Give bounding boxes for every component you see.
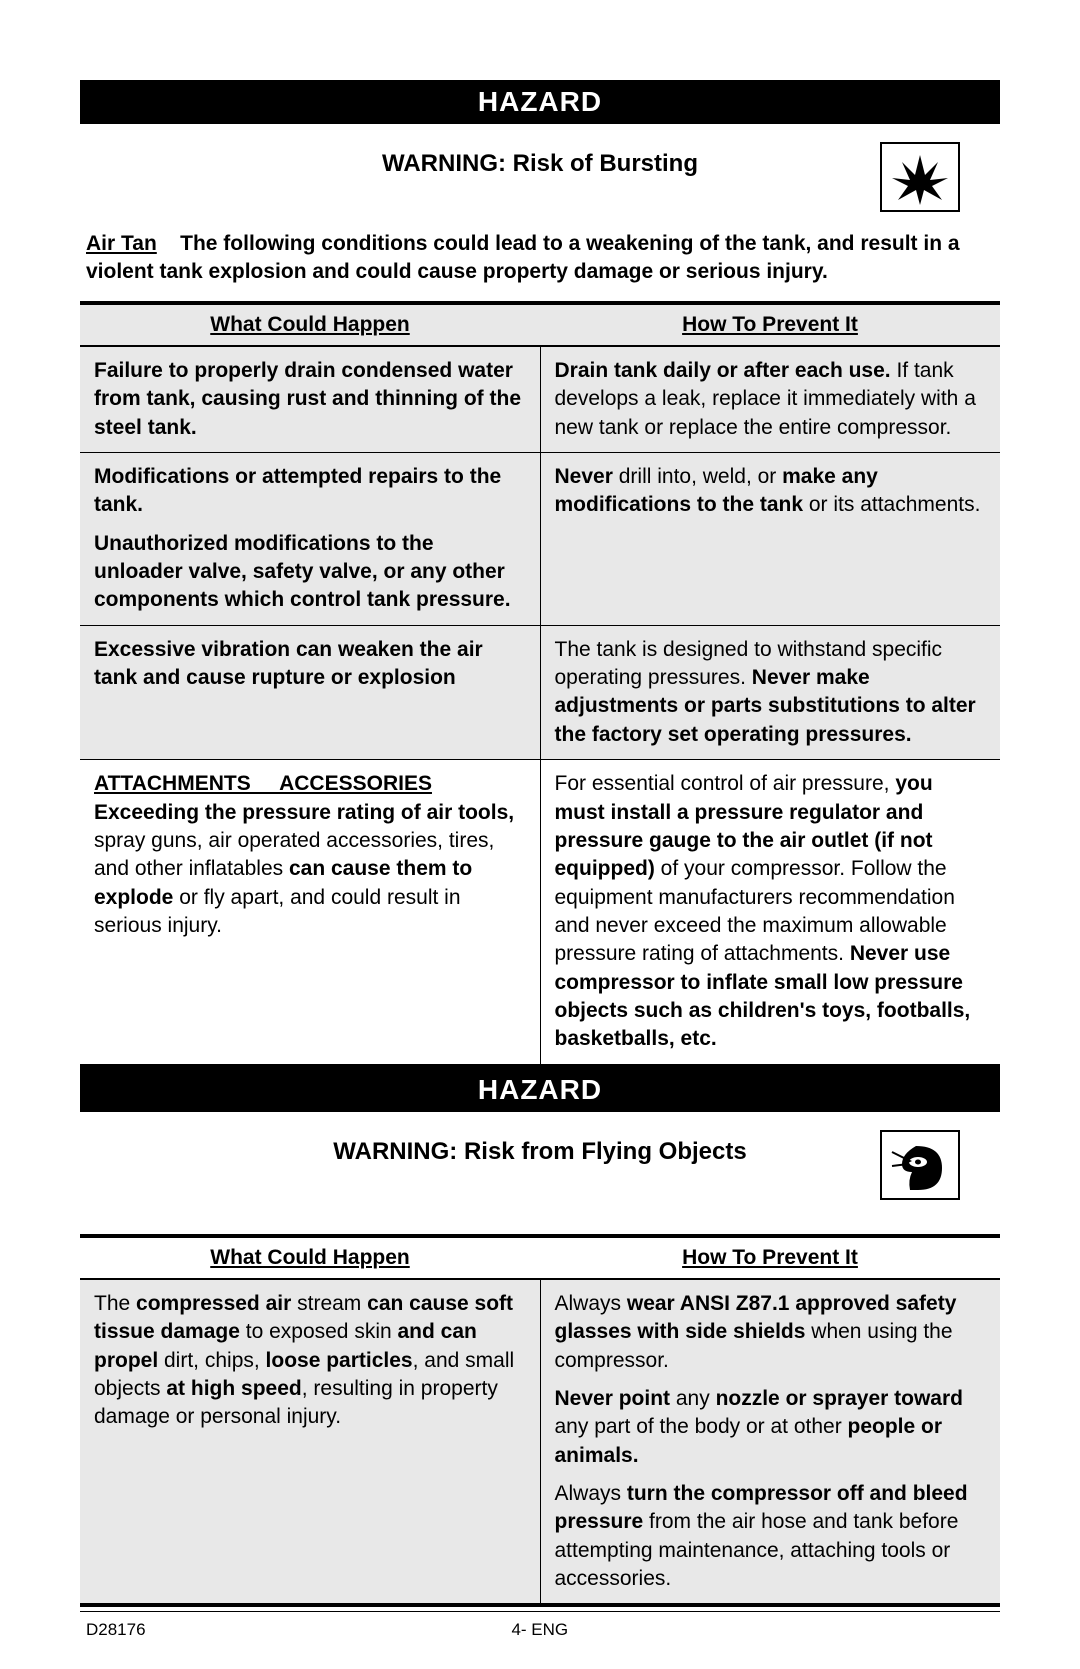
table-header-row: What Could Happen How To Prevent It <box>80 303 1000 346</box>
page: HAZARD WARNING: Risk of Bursting Air Tan… <box>0 0 1080 1660</box>
warning-title-1: WARNING: Risk of Bursting <box>80 142 1000 178</box>
hazard-table-2: What Could Happen How To Prevent It The … <box>80 1234 1000 1608</box>
hazard-table-1: What Could Happen How To Prevent It Fail… <box>80 301 1000 1068</box>
cell-right: The tank is designed to withstand specif… <box>540 625 1000 759</box>
cell-right: Drain tank daily or after each use. If t… <box>540 346 1000 453</box>
goggles-icon <box>880 1130 960 1200</box>
table-row: Failure to properly drain condensed wate… <box>80 346 1000 453</box>
burst-icon <box>880 142 960 212</box>
cell-left: Failure to properly drain condensed wate… <box>80 346 540 453</box>
warning-title-2: WARNING: Risk from Flying Objects <box>80 1130 1000 1166</box>
table-header-row: What Could Happen How To Prevent It <box>80 1236 1000 1279</box>
cell-left: ATTACHMENTS ACCESSORIESExceeding the pre… <box>80 760 540 1066</box>
warning-row-2: WARNING: Risk from Flying Objects <box>80 1130 1000 1210</box>
hazard-bar-2: HAZARD <box>80 1068 1000 1112</box>
col-header-left: What Could Happen <box>80 303 540 346</box>
col-header-right: How To Prevent It <box>540 1236 1000 1279</box>
table-row: The compressed air stream can cause soft… <box>80 1279 1000 1605</box>
intro-body: The following conditions could lead to a… <box>86 232 960 283</box>
cell-left: Modifications or attempted repairs to th… <box>80 453 540 626</box>
cell-right: Never drill into, weld, or make any modi… <box>540 453 1000 626</box>
intro-lead: Air Tan <box>86 232 157 255</box>
warning-row-1: WARNING: Risk of Bursting <box>80 142 1000 212</box>
doc-code: D28176 <box>86 1620 146 1640</box>
cell-right: For essential control of air pressure, y… <box>540 760 1000 1066</box>
cell-left: Excessive vibration can weaken the air t… <box>80 625 540 759</box>
table-body-2: The compressed air stream can cause soft… <box>80 1279 1000 1605</box>
cell-left: The compressed air stream can cause soft… <box>80 1279 540 1605</box>
hazard-bar-1: HAZARD <box>80 80 1000 124</box>
table-body-1: Failure to properly drain condensed wate… <box>80 346 1000 1066</box>
table-row: Modifications or attempted repairs to th… <box>80 453 1000 626</box>
page-number: 4- ENG <box>146 1620 934 1640</box>
col-header-left: What Could Happen <box>80 1236 540 1279</box>
table-row: ATTACHMENTS ACCESSORIESExceeding the pre… <box>80 760 1000 1066</box>
cell-right: Always wear ANSI Z87.1 approved safety g… <box>540 1279 1000 1605</box>
col-header-right: How To Prevent It <box>540 303 1000 346</box>
table-row: Excessive vibration can weaken the air t… <box>80 625 1000 759</box>
page-footer: D28176 4- ENG <box>80 1611 1000 1640</box>
intro-text: Air Tan The following conditions could l… <box>86 230 994 287</box>
